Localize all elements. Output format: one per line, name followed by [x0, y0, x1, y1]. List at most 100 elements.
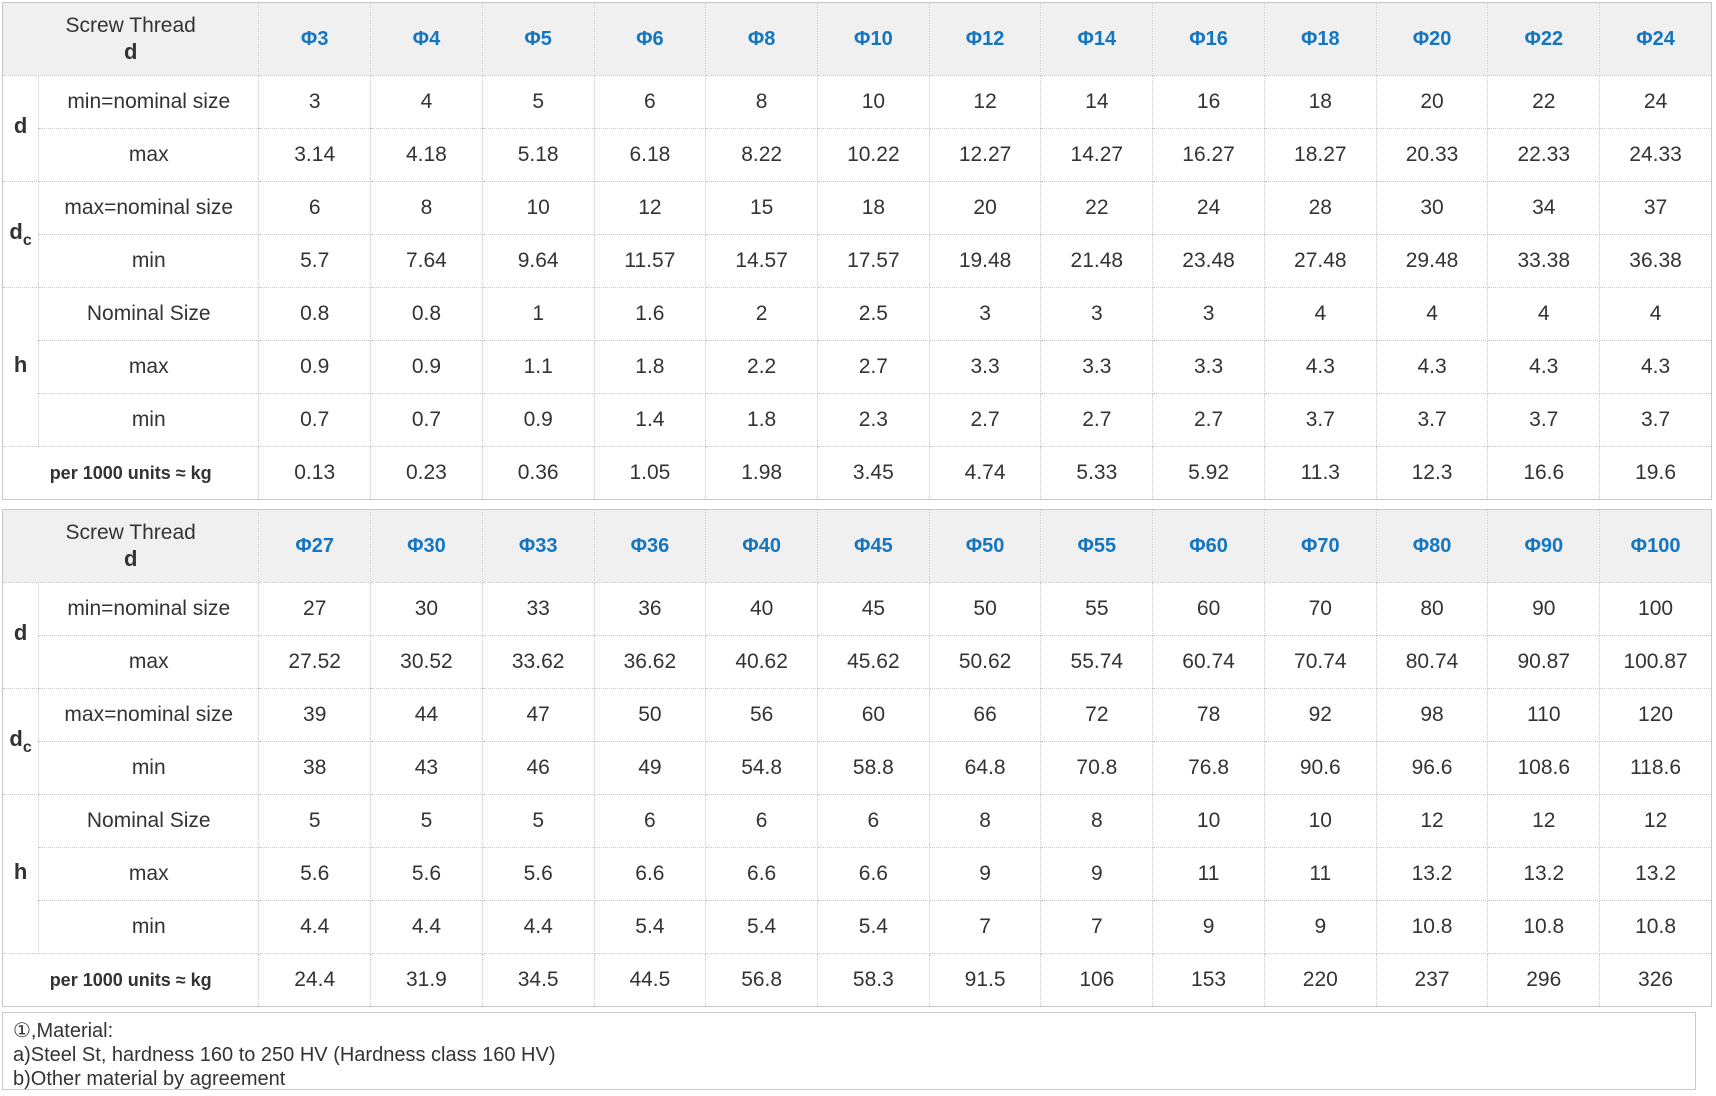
- table-cell: 3.7: [1375, 393, 1489, 447]
- table-cell: 4.3: [1263, 340, 1377, 394]
- table-cell: 98: [1375, 688, 1489, 742]
- table-cell: 60: [817, 688, 930, 742]
- table-cell: 23.48: [1152, 234, 1265, 288]
- table-row: max 5.6 5.6 5.6 6.6 6.6 6.6 9 9 11 11 13.2 13.2 13.2: [3, 847, 1712, 901]
- table-cell: 34: [1487, 181, 1601, 235]
- table-cell: 20: [1375, 75, 1489, 129]
- size-header: Φ60: [1152, 509, 1265, 583]
- table-cell: 10.8: [1487, 900, 1601, 954]
- table-cell: 8: [370, 181, 483, 235]
- table-cell: 90: [1487, 582, 1601, 636]
- table-cell: 9: [928, 847, 1042, 901]
- corner-title: Screw Thread: [65, 14, 196, 37]
- weight-cell: 326: [1599, 953, 1712, 1007]
- size-header: Φ8: [705, 2, 818, 76]
- table-cell: 44: [370, 688, 483, 742]
- table-cell: 10.8: [1599, 900, 1712, 954]
- table-cell: 3.7: [1263, 393, 1377, 447]
- table-cell: 2.3: [817, 393, 930, 447]
- weight-cell: 1.05: [593, 446, 707, 500]
- table-cell: 24: [1152, 181, 1265, 235]
- table-cell: 4: [1487, 287, 1601, 341]
- table-row: max 0.9 0.9 1.1 1.8 2.2 2.7 3.3 3.3 3.3 4.3 4.3 4.3 4…: [3, 340, 1712, 394]
- table-cell: 10: [1263, 794, 1377, 848]
- weight-row: per 1000 units ≈ kg 24.4 31.9 34.5 44.5 56.8 5…: [1, 953, 1712, 1007]
- table-cell: 36.62: [593, 635, 707, 689]
- table-cell: 0.9: [481, 393, 595, 447]
- table-cell: 60.74: [1152, 635, 1265, 689]
- size-header: Φ30: [370, 509, 483, 583]
- table-cell: 5.7: [258, 234, 372, 288]
- note-line-steel: a)Steel St, hardness 160 to 250 HV (Hard…: [13, 1044, 556, 1066]
- table-cell: 2.2: [705, 340, 818, 394]
- note-line-material: ①,Material:: [13, 1020, 114, 1042]
- table-cell: 4.3: [1599, 340, 1712, 394]
- row-label: min: [38, 900, 260, 954]
- table-cell: 30: [1375, 181, 1489, 235]
- param-subscript: c: [22, 739, 32, 756]
- weight-cell: 11.3: [1263, 446, 1377, 500]
- table-cell: 9: [1152, 900, 1265, 954]
- table-cell: 1.6: [593, 287, 707, 341]
- table-cell: 22.33: [1487, 128, 1601, 182]
- table-cell: 27.52: [258, 635, 372, 689]
- table-cell: 1.1: [481, 340, 595, 394]
- size-header: Φ3: [258, 2, 372, 76]
- table-cell: 7: [928, 900, 1042, 954]
- table-cell: 12: [1375, 794, 1489, 848]
- table-cell: 13.2: [1375, 847, 1489, 901]
- table-cell: 66: [928, 688, 1042, 742]
- table-cell: 29.48: [1375, 234, 1489, 288]
- table-cell: 4: [1599, 287, 1712, 341]
- row-label: max=nominal size: [38, 181, 260, 235]
- param-symbol: h: [13, 858, 28, 884]
- weight-cell: 12.3: [1375, 446, 1489, 500]
- size-header: Φ45: [817, 509, 930, 583]
- table-cell: 38: [258, 741, 372, 795]
- weight-cell: 19.6: [1599, 446, 1712, 500]
- table-cell: 6: [593, 794, 707, 848]
- row-label: max: [38, 340, 260, 394]
- table-cell: 21.48: [1040, 234, 1154, 288]
- table-cell: 3: [1152, 287, 1265, 341]
- table-cell: 17.57: [817, 234, 930, 288]
- table-cell: 1: [481, 287, 595, 341]
- table-cell: 6: [817, 794, 930, 848]
- row-label: min: [38, 234, 260, 288]
- table-cell: 5.6: [258, 847, 372, 901]
- table-cell: 6.6: [705, 847, 818, 901]
- table-cell: 6.6: [593, 847, 707, 901]
- spec-table-2: Screw Thread d Φ27 Φ30 Φ33 Φ36 Φ40 Φ45 Φ50 Φ55 Φ60…: [1, 509, 1712, 1007]
- table-row: min 0.7 0.7 0.9 1.4 1.8 2.3 2.7 2.7 2.7 3.7 3.7 3.7 3…: [3, 393, 1712, 447]
- weight-row: per 1000 units ≈ kg 0.13 0.23 0.36 1.05 1.98 3…: [1, 446, 1712, 500]
- table-cell: 100.87: [1599, 635, 1712, 689]
- table-cell: 18.27: [1263, 128, 1377, 182]
- table-cell: 110: [1487, 688, 1601, 742]
- weight-cell: 58.3: [817, 953, 930, 1007]
- table-cell: 18: [1263, 75, 1377, 129]
- table-cell: 12: [928, 75, 1042, 129]
- header-row: Screw Thread d Φ27 Φ30 Φ33 Φ36 Φ40 Φ45 Φ50 Φ55 Φ60…: [1, 509, 1712, 583]
- table-cell: 100: [1599, 582, 1712, 636]
- table-cell: 58.8: [817, 741, 930, 795]
- table-cell: 4: [1263, 287, 1377, 341]
- row-label: min=nominal size: [38, 582, 260, 636]
- weight-cell: 31.9: [370, 953, 483, 1007]
- param-group-d: d: [1, 75, 40, 182]
- table-cell: 2.7: [1040, 393, 1154, 447]
- table-cell: 70.74: [1263, 635, 1377, 689]
- table-cell: 12: [593, 181, 707, 235]
- row-label: max: [38, 128, 260, 182]
- size-header: Φ50: [928, 509, 1042, 583]
- size-header: Φ40: [705, 509, 818, 583]
- table-cell: 12: [1599, 794, 1712, 848]
- param-group-h: h: [1, 794, 40, 954]
- table-cell: 2.7: [817, 340, 930, 394]
- size-header: Φ90: [1487, 509, 1601, 583]
- size-header: Φ16: [1152, 2, 1265, 76]
- table-cell: 4.4: [258, 900, 372, 954]
- table-cell: 33: [481, 582, 595, 636]
- size-header: Φ10: [817, 2, 930, 76]
- table-cell: 4.4: [370, 900, 483, 954]
- table-cell: 49: [593, 741, 707, 795]
